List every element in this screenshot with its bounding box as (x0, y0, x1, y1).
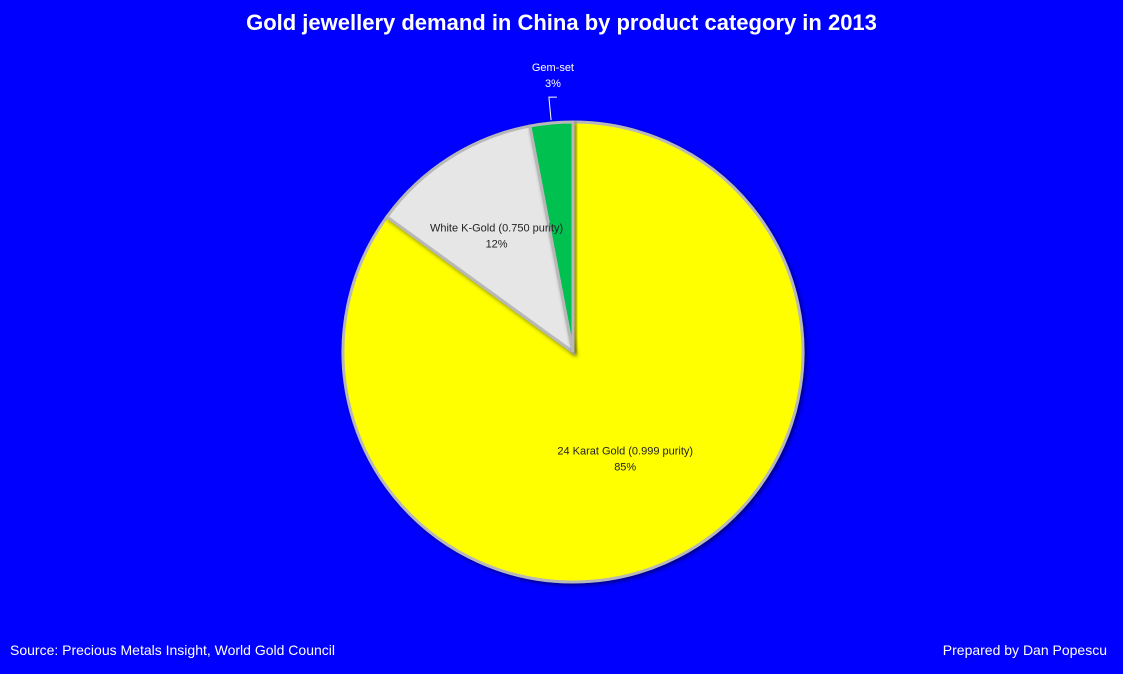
pie-labels: 24 Karat Gold (0.999 purity) 85% White K-G… (430, 62, 693, 473)
slice-label-name-white-k-gold-0-750-purity: White K-Gold (0.750 purity) (430, 223, 563, 235)
chart-title: Gold jewellery demand in China by produc… (246, 10, 877, 35)
slice-label-name-24-karat-gold-0-999-purity: 24 Karat Gold (0.999 purity) (557, 445, 693, 457)
slice-label-value-white-k-gold-0-750-purity: 12% (486, 239, 508, 251)
credit-note: Prepared by Dan Popescu (942, 642, 1107, 658)
slice-label-value-gem-set: 3% (545, 78, 561, 90)
leader-line-gem-set (548, 96, 557, 121)
source-note: Source: Precious Metals Insight, World G… (10, 642, 335, 658)
pie-slice-white-k-gold-0-750-purity (384, 124, 576, 356)
pie-slices (341, 120, 805, 584)
slice-label-name-gem-set: Gem-set (532, 62, 574, 74)
pie-slice-gem-set (528, 120, 575, 353)
slice-label-value-24-karat-gold-0-999-purity: 85% (614, 461, 636, 473)
